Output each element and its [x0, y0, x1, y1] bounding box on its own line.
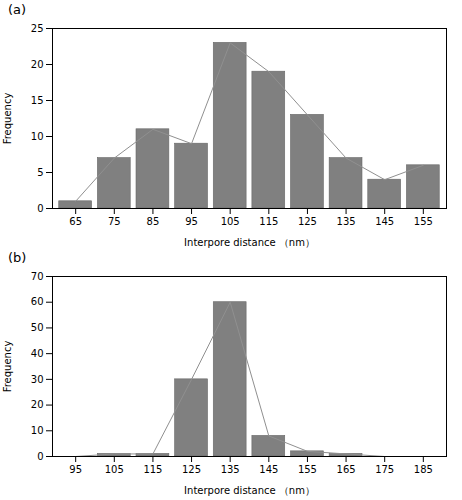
svg-text:20: 20 — [31, 59, 44, 70]
svg-text:10: 10 — [31, 425, 44, 436]
svg-text:125: 125 — [182, 464, 201, 475]
html-text:(a): (a) — [8, 2, 27, 17]
svg-text:165: 165 — [337, 464, 356, 475]
svg-text:50: 50 — [31, 322, 44, 333]
svg-text:185: 185 — [414, 464, 433, 475]
svg-text:175: 175 — [375, 464, 394, 475]
svg-text:65: 65 — [69, 216, 82, 227]
svg-text:115: 115 — [143, 464, 162, 475]
svg-text:30: 30 — [31, 374, 44, 385]
svg-text:Frequency: Frequency — [2, 93, 13, 145]
svg-text:20: 20 — [31, 399, 44, 410]
svg-text:60: 60 — [31, 296, 44, 307]
svg-text:95: 95 — [185, 216, 198, 227]
svg-text:135: 135 — [337, 216, 356, 227]
svg-text:125: 125 — [298, 216, 317, 227]
svg-text:Frequency: Frequency — [2, 341, 13, 393]
svg-text:155: 155 — [414, 216, 433, 227]
svg-text:Interpore distance （nm）: Interpore distance （nm） — [184, 237, 315, 248]
svg-text:5: 5 — [37, 167, 43, 178]
svg-text:105: 105 — [105, 464, 124, 475]
svg-text:0: 0 — [37, 203, 43, 214]
svg-text:85: 85 — [147, 216, 160, 227]
svg-text:40: 40 — [31, 348, 44, 359]
svg-text:15: 15 — [31, 95, 44, 106]
svg-text:105: 105 — [221, 216, 240, 227]
svg-text:70: 70 — [31, 271, 44, 282]
svg-text:Interpore distance （nm）: Interpore distance （nm） — [184, 485, 315, 496]
html-text:(b): (b) — [8, 250, 27, 265]
svg-text:10: 10 — [31, 131, 44, 142]
svg-text:155: 155 — [298, 464, 317, 475]
svg-text:145: 145 — [375, 216, 394, 227]
svg-text:135: 135 — [221, 464, 240, 475]
svg-text:25: 25 — [31, 23, 44, 34]
svg-text:75: 75 — [108, 216, 121, 227]
svg-text:115: 115 — [259, 216, 278, 227]
svg-text:95: 95 — [69, 464, 82, 475]
svg-text:145: 145 — [259, 464, 278, 475]
svg-text:0: 0 — [37, 451, 43, 462]
